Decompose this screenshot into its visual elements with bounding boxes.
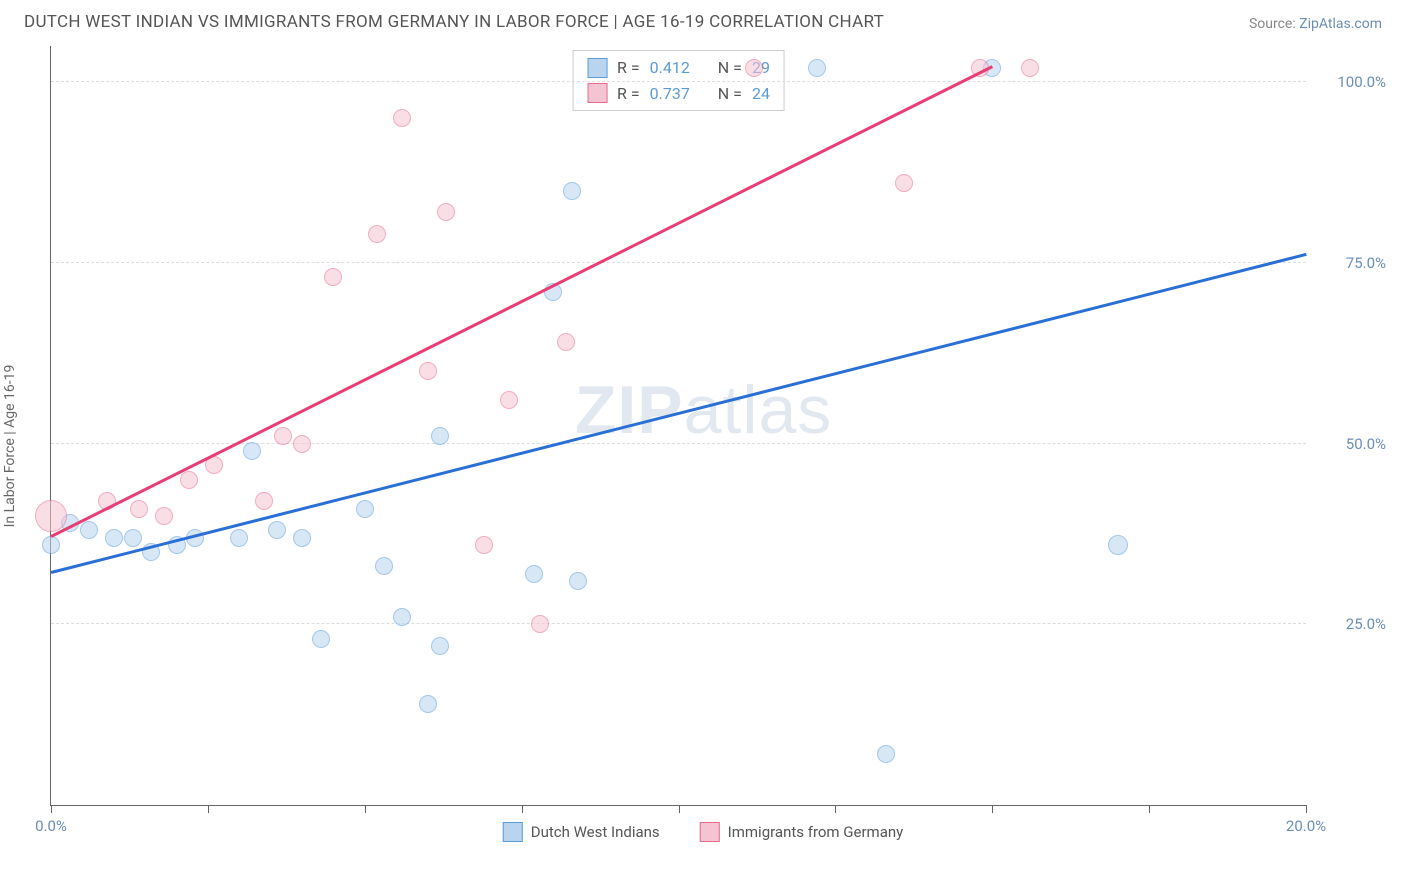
x-tick-label: 20.0%: [1286, 817, 1326, 835]
data-point: [105, 529, 123, 547]
data-point: [419, 695, 437, 713]
data-point: [563, 182, 581, 200]
legend-label-1: Immigrants from Germany: [728, 823, 904, 841]
data-point: [1021, 59, 1039, 77]
gridline: [51, 262, 1306, 263]
data-point: [243, 442, 261, 460]
legend-swatch-1: [700, 822, 720, 842]
y-axis-label: In Labor Force | Age 16-19: [2, 365, 18, 528]
data-point: [293, 529, 311, 547]
data-point: [437, 203, 455, 221]
r-label: R =: [617, 81, 640, 107]
data-point: [155, 507, 173, 525]
x-tick: [51, 805, 52, 813]
data-point: [42, 536, 60, 554]
data-point: [431, 427, 449, 445]
trend-line: [51, 253, 1307, 573]
y-tick-label: 100.0%: [1316, 73, 1386, 91]
x-tick: [522, 805, 523, 813]
data-point: [80, 521, 98, 539]
data-point: [419, 362, 437, 380]
data-point: [312, 630, 330, 648]
legend-swatch-0: [503, 822, 523, 842]
gridline: [51, 81, 1306, 82]
legend-item-0: Dutch West Indians: [503, 822, 660, 842]
data-point: [393, 608, 411, 626]
source-link[interactable]: ZipAtlas.com: [1299, 16, 1382, 32]
data-point: [130, 500, 148, 518]
r-value-series-0: 0.412: [650, 55, 690, 81]
data-point: [274, 427, 292, 445]
x-tick: [208, 805, 209, 813]
data-point: [255, 492, 273, 510]
data-point: [35, 500, 67, 532]
x-tick: [1306, 805, 1307, 813]
trend-line: [50, 65, 992, 537]
data-point: [808, 59, 826, 77]
data-point: [393, 109, 411, 127]
data-point: [356, 500, 374, 518]
data-point: [557, 333, 575, 351]
x-tick: [992, 805, 993, 813]
data-point: [569, 572, 587, 590]
n-label: N =: [718, 55, 742, 81]
r-value-series-1: 0.737: [650, 81, 690, 107]
data-point: [1108, 535, 1128, 555]
source-attribution: Source: ZipAtlas.com: [1249, 16, 1382, 32]
x-tick: [365, 805, 366, 813]
legend-item-1: Immigrants from Germany: [700, 822, 904, 842]
chart-container: In Labor Force | Age 16-19 ZIPatlas R = …: [0, 36, 1406, 856]
stats-row-series-1: R = 0.737 N = 24: [587, 81, 770, 107]
x-tick: [679, 805, 680, 813]
stats-row-series-0: R = 0.412 N = 29: [587, 55, 770, 81]
swatch-series-1: [587, 83, 607, 103]
chart-header: DUTCH WEST INDIAN VS IMMIGRANTS FROM GER…: [0, 0, 1406, 36]
y-tick-label: 25.0%: [1316, 615, 1386, 633]
data-point: [531, 615, 549, 633]
data-point: [475, 536, 493, 554]
gridline: [51, 623, 1306, 624]
data-point: [268, 521, 286, 539]
x-tick: [835, 805, 836, 813]
source-label: Source:: [1249, 16, 1296, 32]
data-point: [368, 225, 386, 243]
n-value-series-1: 24: [752, 81, 770, 107]
data-point: [124, 529, 142, 547]
data-point: [431, 637, 449, 655]
data-point: [877, 745, 895, 763]
x-tick: [1149, 805, 1150, 813]
data-point: [293, 435, 311, 453]
data-point: [500, 391, 518, 409]
data-point: [230, 529, 248, 547]
y-tick-label: 50.0%: [1316, 435, 1386, 453]
x-tick-label: 0.0%: [35, 817, 67, 835]
data-point: [745, 59, 763, 77]
n-label: N =: [718, 81, 742, 107]
data-point: [525, 565, 543, 583]
y-tick-label: 75.0%: [1316, 254, 1386, 272]
r-label: R =: [617, 55, 640, 81]
chart-title: DUTCH WEST INDIAN VS IMMIGRANTS FROM GER…: [24, 12, 884, 32]
legend-label-0: Dutch West Indians: [531, 823, 660, 841]
swatch-series-0: [587, 58, 607, 78]
data-point: [180, 471, 198, 489]
data-point: [375, 557, 393, 575]
plot-area: ZIPatlas R = 0.412 N = 29 R = 0.737 N = …: [50, 46, 1306, 806]
data-point: [324, 268, 342, 286]
data-point: [895, 174, 913, 192]
bottom-legend: Dutch West Indians Immigrants from Germa…: [503, 822, 904, 842]
